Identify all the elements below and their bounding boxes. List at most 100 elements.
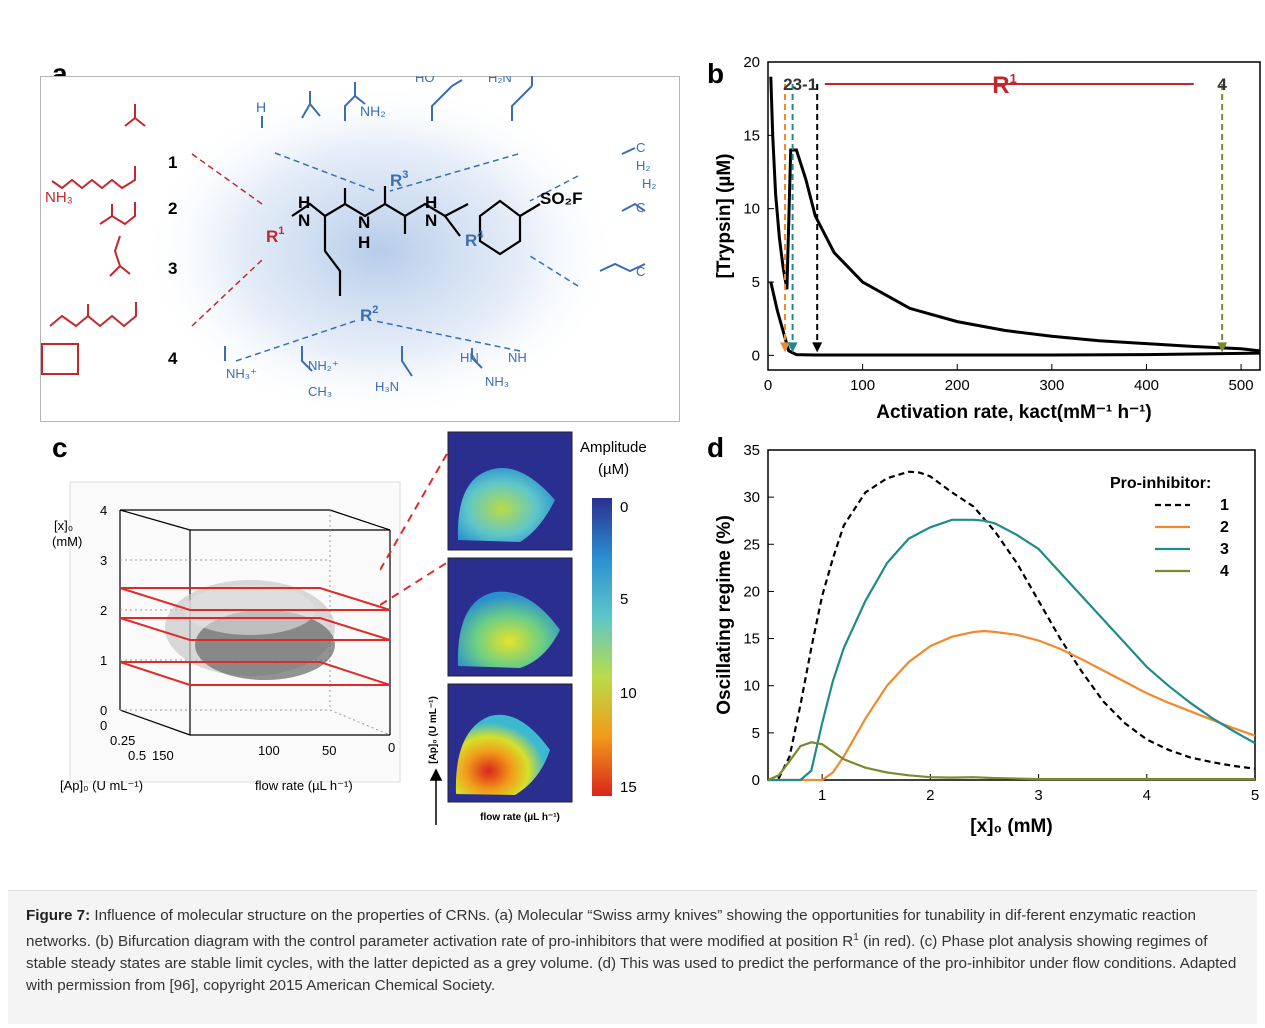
a-r4: R4 (465, 229, 484, 250)
d-xlabel: [x]₀ (mM) (970, 816, 1052, 837)
b-marker-arrow (812, 342, 823, 353)
c-yunit: (mM) (52, 534, 82, 549)
a-bot-3: CH₃ (308, 384, 332, 399)
b-lower-branch (769, 281, 1261, 357)
c-aptick-0: 0 (100, 718, 107, 733)
a-right-2: H₂ (636, 158, 650, 173)
d-ytick-label: 20 (743, 583, 760, 600)
a-core-h2: H (358, 233, 370, 252)
d-series-line-1 (767, 470, 1256, 782)
c-flowtick-3: 0 (388, 740, 395, 755)
b-xtick-label: 0 (764, 377, 772, 394)
panel-letter-c: c (52, 432, 68, 463)
panel-a-structure: NH₃ 1 2 3 4 (40, 76, 680, 422)
c-ytick-1: 1 (100, 653, 107, 668)
b-ytick-label: 15 (743, 127, 760, 144)
b-marker-arrow (787, 342, 798, 353)
d-legend-label-2: 2 (1220, 519, 1229, 536)
caption-text-2: (in red). (c) Phase plot analysis showin… (26, 933, 1237, 995)
a-top-h2n: H₂N (488, 76, 512, 85)
b-marker-arrow (780, 342, 791, 353)
a-top-nh2: NH₂ (360, 103, 386, 119)
a-right-3: H₂ (642, 176, 656, 191)
b-xlabel: Activation rate, kact(mM⁻¹ h⁻¹) (876, 402, 1152, 423)
panel-b-chart: 0 100 200 300 400 500 0 5 10 15 20 Activation rate,… (714, 54, 1261, 423)
panel-letter-d: d (707, 432, 725, 463)
panel-letter-b: b (707, 58, 725, 89)
a-bot-4: HN (460, 350, 479, 365)
d-ytick-label: 5 (752, 725, 760, 742)
a-right-4: C (636, 200, 645, 215)
b-ylabel: [Trypsin] (µM) (714, 154, 735, 279)
d-series-line-2 (768, 629, 1256, 782)
a-num-1: 1 (168, 153, 177, 172)
d-ytick-label: 15 (743, 631, 760, 648)
a-right-1: C (636, 140, 645, 155)
panel-c-connectors (380, 451, 449, 606)
caption-r-sup: 1 (853, 932, 859, 943)
a-bot-7: H₃N (375, 379, 399, 394)
a-core-so2f: SO₂F (540, 189, 583, 208)
a-num-2: 2 (168, 199, 177, 218)
b-marker-arrow (1217, 342, 1228, 353)
d-xtick-label: 2 (926, 787, 934, 804)
b-xtick-label: 400 (1134, 377, 1159, 394)
panel-c-slices: Amplitude (µM) 0 5 10 15 flow rate (µL h… (428, 431, 647, 825)
a-r3: R3 (390, 169, 408, 190)
b-xtick-label: 100 (850, 377, 875, 394)
d-ytick-label: 10 (743, 678, 760, 695)
a-r1: R1 (266, 225, 284, 246)
a-bot-2: NH₂⁺ (308, 358, 339, 373)
b-xtick-label: 300 (1039, 377, 1064, 394)
b-xtick-label: 500 (1229, 377, 1254, 394)
d-legend-label-3: 3 (1220, 541, 1229, 558)
d-series-line-4 (767, 741, 1255, 782)
b-annot-r1: R1 (992, 71, 1017, 99)
b-plot-frame (767, 61, 1261, 371)
d-ytick-label: 30 (743, 489, 760, 506)
a-top-h: H (256, 99, 266, 115)
d-xtick-label: 3 (1034, 787, 1042, 804)
c-ytick-0: 0 (100, 703, 107, 718)
c-ap-label: [Ap]₀ (U mL⁻¹) (60, 778, 143, 793)
a-num-4: 4 (168, 349, 178, 368)
c-ytick-3: 3 (100, 553, 107, 568)
c-cbar-unit: (µM) (598, 461, 629, 478)
b-xtick-label: 200 (945, 377, 970, 394)
d-xtick-label: 4 (1143, 787, 1151, 804)
c-aptick-1: 0.25 (110, 733, 135, 748)
d-ytick-label: 0 (752, 772, 760, 789)
caption-r: R (842, 933, 854, 951)
a-right-5: C (636, 264, 645, 279)
d-legend-label-1: 1 (1220, 497, 1229, 514)
c-ytick-4: 4 (100, 503, 107, 518)
d-xtick-label: 5 (1251, 787, 1259, 804)
b-annot-r1-sup: 1 (1010, 71, 1017, 86)
c-flow-label: flow rate (µL h⁻¹) (255, 778, 353, 793)
c-flowtick-0: 150 (152, 748, 174, 763)
a-bot-1: NH₃⁺ (226, 366, 257, 381)
b-ytick-label: 20 (743, 54, 760, 71)
a-core-n1: N (298, 211, 310, 230)
c-inset-ylabel: [Ap]₀ (U mL⁻¹) (428, 696, 439, 764)
b-upper-branch (769, 76, 1261, 353)
c-ytick-2: 2 (100, 603, 107, 618)
c-cbar-tick-2: 10 (620, 685, 637, 702)
d-ytick-label: 35 (743, 442, 760, 459)
c-cbar-tick-3: 15 (620, 779, 637, 796)
a-core-h1: H (298, 193, 310, 212)
c-inset-xlabel: flow rate (µL h⁻¹) (480, 812, 560, 823)
b-ytick-label: 10 (743, 201, 760, 218)
a-r2: R2 (360, 304, 378, 325)
b-annot-right: 4 (1217, 75, 1227, 94)
caption-text: Influence of molecular structure on the … (26, 907, 1196, 951)
b-annot-left: 23-1 (783, 75, 817, 94)
a-text: NH₃ (45, 189, 73, 206)
a-bot-6: NH₃ (485, 374, 509, 389)
a-num-3: 3 (168, 259, 177, 278)
figure-caption: Figure 7: Influence of molecular structu… (8, 890, 1257, 1024)
c-cbar-tick-0: 0 (620, 499, 628, 516)
d-legend-title: Pro-inhibitor: (1110, 475, 1211, 492)
c-cbar-tick-1: 5 (620, 591, 628, 608)
